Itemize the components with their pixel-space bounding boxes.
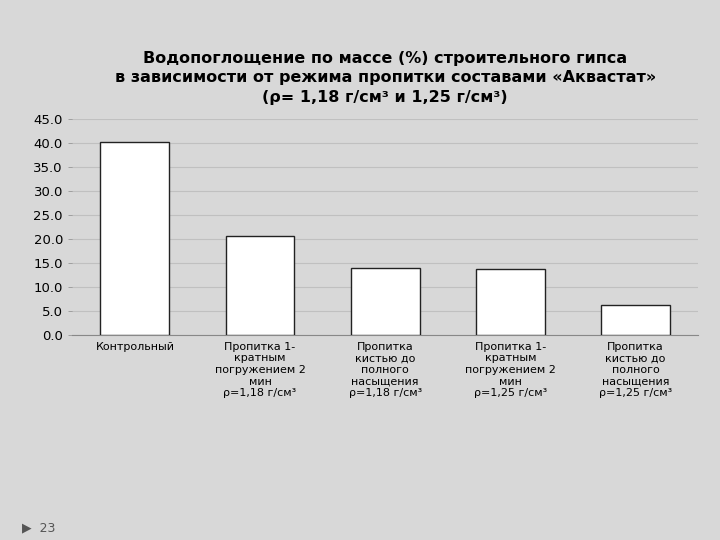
Bar: [225, 237, 294, 335]
Title: Водопоглощение по массе (%) строительного гипса
в зависимости от режима пропитки: Водопоглощение по массе (%) строительног…: [114, 51, 656, 105]
Bar: [351, 268, 420, 335]
Text: ▶  23: ▶ 23: [22, 522, 55, 535]
Bar: [601, 305, 670, 335]
Bar: [476, 268, 545, 335]
Bar: [101, 143, 169, 335]
